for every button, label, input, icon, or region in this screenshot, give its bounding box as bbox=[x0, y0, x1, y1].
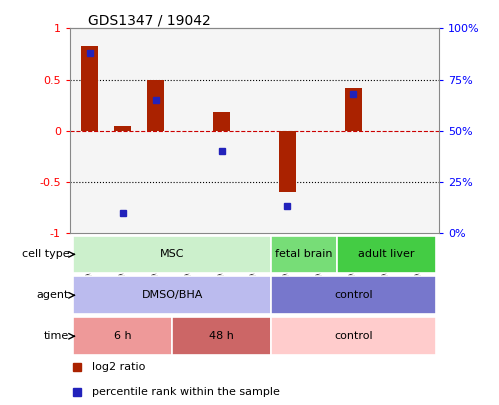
Text: GDS1347 / 19042: GDS1347 / 19042 bbox=[88, 13, 211, 27]
Bar bbox=[271, 318, 436, 355]
Bar bbox=[271, 236, 337, 273]
Bar bbox=[345, 88, 362, 131]
Text: 48 h: 48 h bbox=[209, 331, 234, 341]
Text: control: control bbox=[334, 331, 373, 341]
Bar bbox=[279, 131, 296, 192]
Text: control: control bbox=[334, 290, 373, 301]
Bar bbox=[73, 318, 172, 355]
Bar bbox=[73, 277, 271, 314]
Bar bbox=[81, 46, 98, 131]
Bar bbox=[271, 277, 436, 314]
Text: 6 h: 6 h bbox=[114, 331, 131, 341]
Text: MSC: MSC bbox=[160, 249, 184, 259]
Text: log2 ratio: log2 ratio bbox=[92, 362, 145, 372]
Text: cell type: cell type bbox=[21, 249, 69, 259]
Text: percentile rank within the sample: percentile rank within the sample bbox=[92, 387, 280, 397]
Bar bbox=[172, 318, 271, 355]
Text: adult liver: adult liver bbox=[358, 249, 415, 259]
Text: agent: agent bbox=[37, 290, 69, 301]
Text: time: time bbox=[44, 331, 69, 341]
Text: DMSO/BHA: DMSO/BHA bbox=[141, 290, 203, 301]
Bar bbox=[337, 236, 436, 273]
Text: fetal brain: fetal brain bbox=[275, 249, 333, 259]
Bar bbox=[114, 126, 131, 131]
Bar bbox=[73, 236, 271, 273]
Bar bbox=[213, 112, 230, 131]
Bar bbox=[147, 79, 164, 131]
